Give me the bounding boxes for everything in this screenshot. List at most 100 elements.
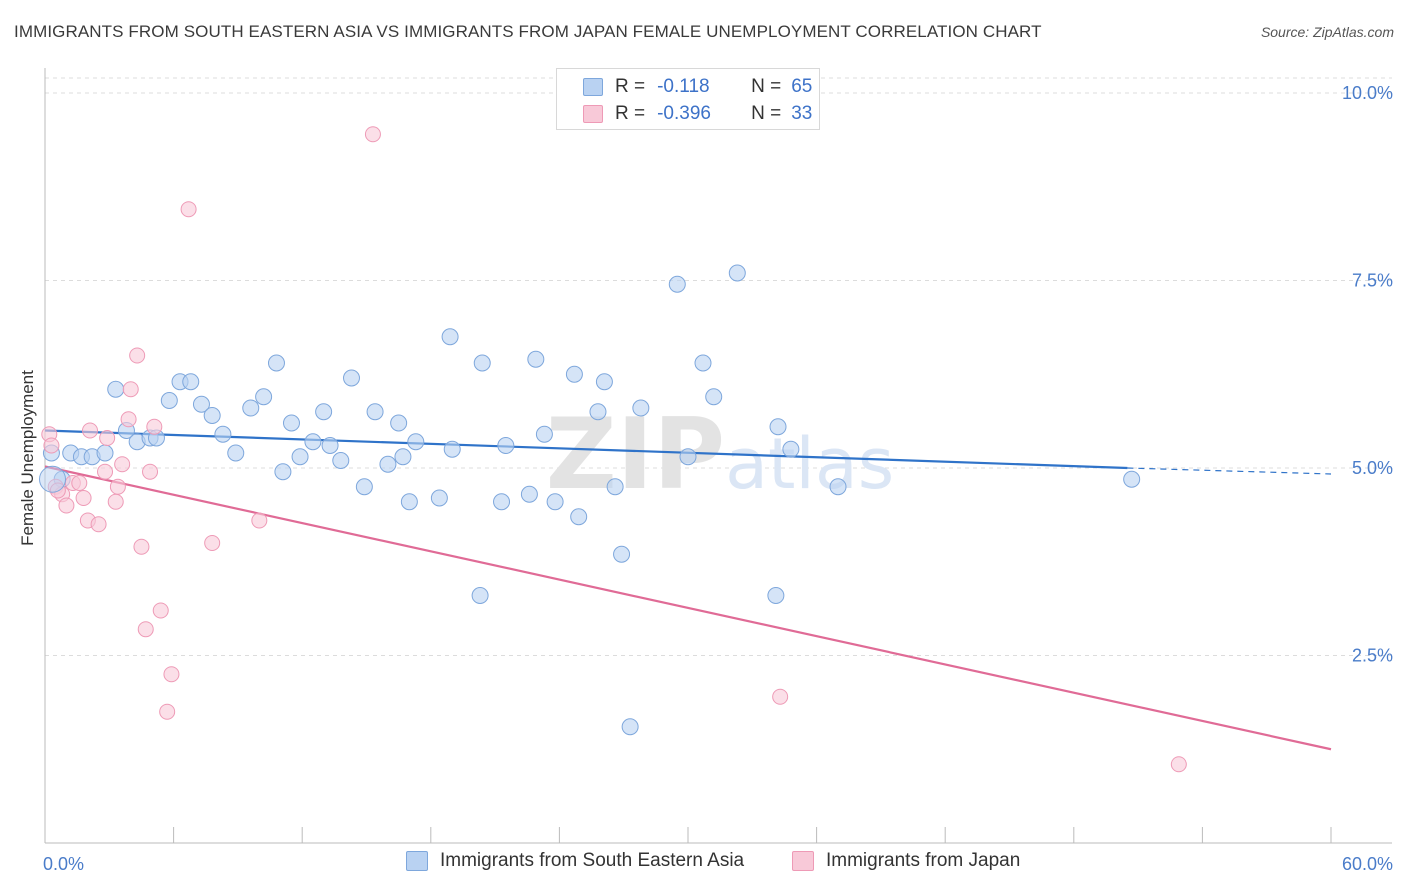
point-japan [43,437,60,454]
point-sea [332,452,350,469]
point-sea [282,414,300,432]
point-sea [632,399,650,417]
y-tick-label: 5.0% [1352,458,1393,478]
legend-n-label: N = [751,103,782,124]
point-sea [192,395,210,413]
point-sea [96,444,114,462]
point-sea [782,440,800,458]
y-tick-label: 7.5% [1352,271,1393,291]
point-japan [163,666,180,683]
point-japan [90,516,107,533]
legend-r-label: R = [615,103,646,124]
point-sea [546,493,564,511]
watermark-atlas: atlas [725,423,894,505]
point-sea [527,350,545,368]
point-japan [58,497,75,514]
point-japan [204,535,221,551]
bottom-legend-label-pink: Immigrants from Japan [826,850,1021,871]
point-sea [441,328,459,346]
point-sea [535,425,553,443]
point-japan [152,602,169,619]
point-sea [679,448,697,466]
legend-n-value: 33 [791,103,813,124]
point-sea [321,437,339,454]
point-japan [99,430,116,446]
legend-row-pink: R = -0.396 N = 33 [557,100,812,128]
point-sea [355,478,373,496]
point-sea [160,392,178,409]
legend-r-value: -0.396 [657,103,711,124]
legend-r-value: -0.118 [657,76,710,97]
point-sea [366,403,384,421]
point-japan [146,418,163,435]
point-sea [473,354,491,372]
legend-swatch-blue [583,78,603,96]
x-tick-label: 60.0% [1342,854,1393,874]
point-sea [242,399,260,417]
point-japan [180,201,197,218]
data-points [39,126,1187,773]
trend-line-sea-extension [1127,467,1332,475]
bottom-legend-swatch-pink [792,851,814,871]
point-sea [613,545,631,563]
point-japan [97,463,114,480]
point-sea [227,444,245,462]
point-sea [407,433,425,451]
point-japan [159,703,176,720]
point-japan [251,512,268,529]
y-tick-label: 2.5% [1352,646,1393,666]
point-sea [315,403,333,421]
point-japan [114,456,131,473]
point-sea [274,463,292,481]
point-sea [705,388,723,406]
point-sea-large [39,465,67,493]
point-sea [1123,470,1141,488]
point-sea [595,373,613,391]
point-japan [107,493,124,510]
point-sea [203,407,221,424]
bottom-legend-pink: Immigrants from Japan [792,850,1020,872]
point-sea [379,455,397,473]
watermark: ZIPatlas [546,398,895,512]
point-japan [772,688,789,705]
point-japan [133,538,150,555]
point-japan [129,347,146,364]
point-japan [120,411,137,428]
point-sea [304,433,322,451]
point-sea [497,437,515,454]
x-tick-label: 0.0% [43,854,84,874]
point-sea [182,373,200,391]
legend-swatch-pink [583,105,603,123]
point-japan [142,463,159,480]
point-japan [1170,756,1187,773]
point-japan [109,478,126,495]
point-sea [400,493,418,511]
point-japan [364,126,381,143]
point-japan [82,422,99,439]
tick-labels: 2.5% 5.0% 7.5% 10.0% 0.0% 60.0% [43,83,1393,874]
watermark-zip: ZIP [546,398,725,512]
point-sea [107,380,125,398]
chart-title: IMMIGRANTS FROM SOUTH EASTERN ASIA VS IM… [14,22,1042,41]
point-sea [255,388,273,406]
point-sea [829,478,847,496]
point-japan [137,621,154,638]
y-axis-title: Female Unemployment [18,370,37,546]
bottom-legend-label-blue: Immigrants from South Eastern Asia [440,850,745,871]
legend-r-label: R = [615,76,646,97]
y-tick-label: 10.0% [1342,83,1393,103]
point-sea [471,587,489,604]
point-sea [589,403,607,421]
point-japan [71,475,88,491]
point-sea [728,264,746,282]
point-japan [122,381,139,398]
point-sea [694,354,712,372]
source-credit: Source: ZipAtlas.com [1260,24,1394,40]
point-sea [769,418,787,436]
legend-n-label: N = [751,76,782,97]
point-sea [394,448,412,466]
point-sea [493,493,511,511]
point-sea [520,485,538,503]
point-sea [342,369,360,387]
